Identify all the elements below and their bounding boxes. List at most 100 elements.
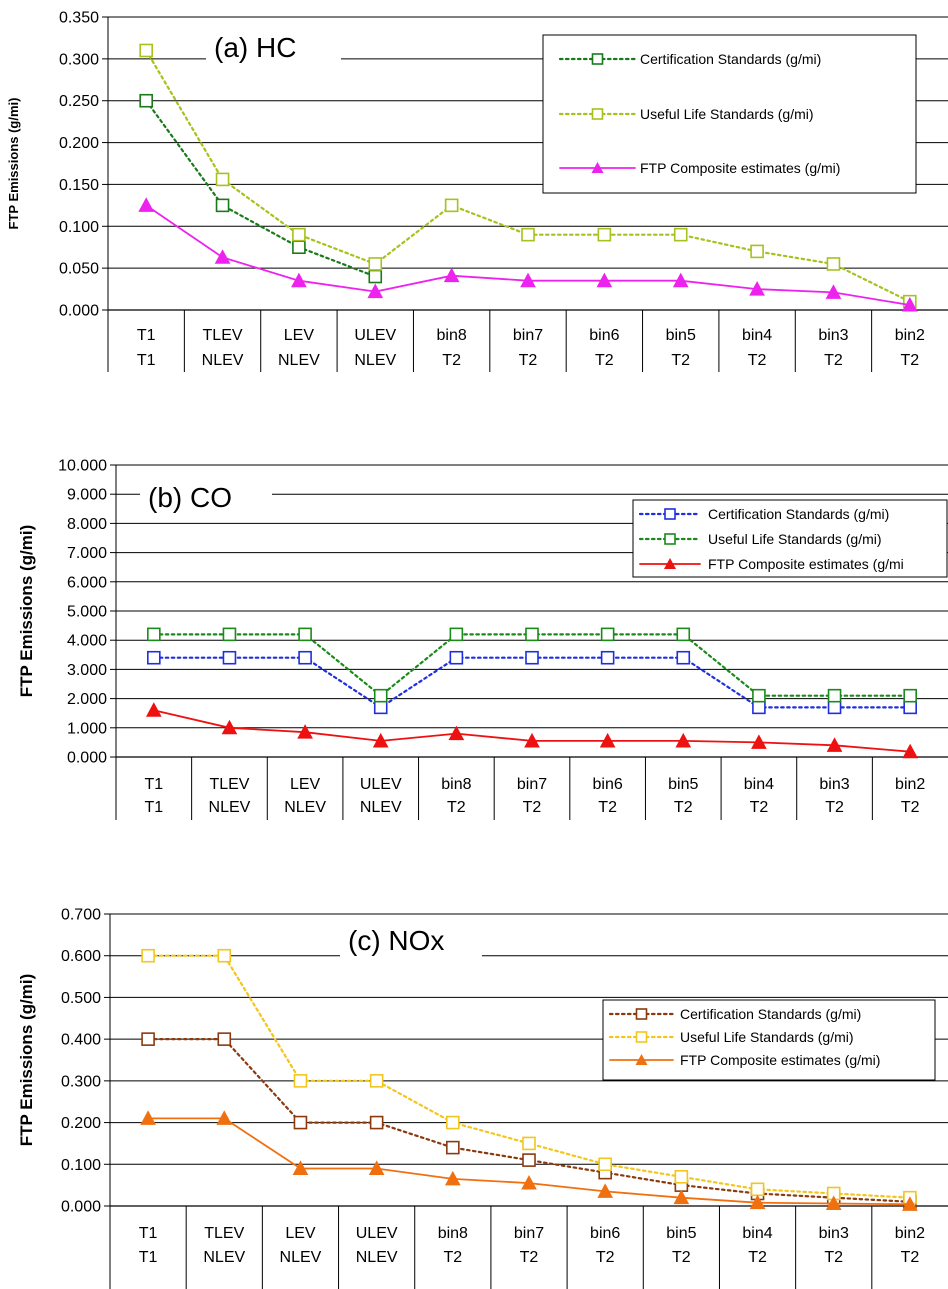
series-line [152,633,912,698]
y-tick-label: 0.700 [61,907,101,924]
data-point [367,283,384,299]
x-category-label: bin2 [895,327,925,344]
data-point [373,700,388,715]
legend: Certification Standards (g/mi) Useful Lif… [602,999,936,1081]
x-category-label: TLEV [209,776,249,793]
x-category-group-label: NLEV [203,1249,245,1266]
series-line [152,656,912,709]
x-category-group-label: T2 [447,799,466,816]
x-category-label: ULEV [356,1225,398,1242]
y-tick-label: 0.200 [61,1115,101,1132]
series-2 [139,43,917,309]
data-point [825,284,842,299]
y-tick-label: 3.000 [67,662,107,679]
x-category-label: bin2 [895,1225,925,1242]
chart-title: (b) CO [148,482,232,513]
x-category-group-label: NLEV [280,1249,322,1266]
x-category-group-label: T2 [520,1249,539,1266]
data-point [598,1157,612,1172]
y-tick-label: 0.500 [61,990,101,1007]
data-point [139,93,153,108]
x-category-group-label: T2 [671,352,690,369]
series-1 [139,93,383,284]
data-point [597,1183,614,1198]
y-axis-label: FTP Emissions (g/mi) [17,525,36,698]
series-3 [140,1110,918,1211]
y-tick-label: 0.350 [59,10,99,27]
x-category-group-label: T2 [748,352,767,369]
x-category-label: bin7 [514,1225,544,1242]
y-tick-label: 8.000 [67,516,107,533]
data-point [140,1110,156,1125]
x-category-group-label: T2 [824,1249,843,1266]
data-point [217,1032,232,1046]
x-category-group-label: T2 [442,352,461,369]
chart-panel-1: 0.000 0.050 0.100 0.150 0.200 0.250 0.300 0.350… [6,10,948,372]
x-category-group-label: T2 [596,1249,615,1266]
data-point [826,257,841,271]
data-point [825,1195,842,1210]
legend-marker [591,108,604,120]
data-point [672,272,689,288]
data-point [147,627,161,642]
data-point [292,227,306,242]
y-tick-label: 0.300 [61,1073,101,1090]
data-point [521,1175,537,1190]
data-point [369,1074,384,1088]
chart-title: (c) NOx [348,925,444,956]
legend-marker [591,162,604,173]
y-tick-label: 9.000 [67,487,107,504]
y-tick-label: 0.400 [61,1032,101,1049]
chart-title: (a) HC [214,32,296,63]
y-tick-label: 0.100 [61,1157,101,1174]
data-point [525,650,539,665]
data-point [522,1136,536,1151]
y-tick-label: 0.050 [59,261,99,278]
data-point [217,948,232,963]
data-point [298,627,312,642]
data-point [443,267,460,283]
y-axis-label: FTP Emissions (g/mi) [6,98,21,230]
data-point [216,1110,233,1125]
data-point [674,1170,689,1184]
legend-marker [591,53,604,65]
data-point [373,688,388,703]
data-point [522,1153,536,1167]
y-tick-label: 0.000 [67,750,107,767]
x-category-label: bin5 [668,776,698,793]
series-line [145,99,377,278]
x-category-label: bin3 [819,1225,849,1242]
data-point [141,948,155,963]
legend-marker [635,1008,648,1020]
x-category-label: bin4 [744,776,774,793]
x-category-group-label: T2 [901,1249,920,1266]
x-category-label: bin7 [513,327,543,344]
y-tick-label: 0.600 [61,948,101,965]
x-category-group-label: T2 [824,352,843,369]
legend-entry-label: Certification Standards (g/mi) [680,1006,861,1022]
data-point [903,688,917,703]
data-point [221,719,238,735]
data-point [446,1140,460,1155]
y-tick-label: 7.000 [67,545,107,562]
x-category-label: bin5 [666,1225,696,1242]
data-point [444,198,459,213]
x-category-group-label: NLEV [202,352,244,369]
chart-title-background [340,918,482,962]
x-category-group-label: T2 [443,1249,462,1266]
data-point [827,700,842,715]
x-category-label: bin7 [517,776,547,793]
chart-title-background [140,475,272,519]
x-category-label: bin6 [589,327,619,344]
legend-entry-label: Useful Life Standards (g/mi) [640,106,814,122]
x-category-group-label: T2 [523,799,542,816]
x-category-label: bin2 [895,776,925,793]
series-3 [145,702,919,759]
series-line [145,204,911,306]
data-point [368,257,383,271]
y-tick-label: 0.000 [59,303,99,320]
legend-entry-label: FTP Composite estimates (g/mi) [640,160,840,176]
data-point [145,702,162,717]
data-point [215,198,230,213]
